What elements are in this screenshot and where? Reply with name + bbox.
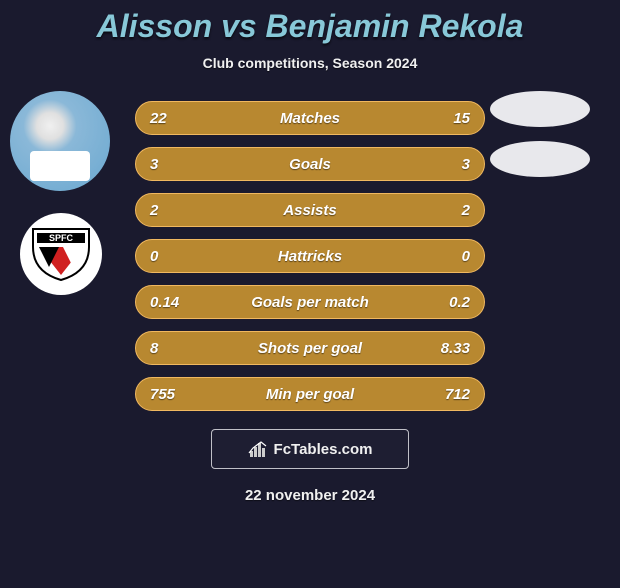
stat-right-value: 3 [410,156,470,173]
stat-right-value: 8.33 [410,340,470,357]
stat-left-value: 22 [150,110,210,127]
left-player-column: SPFC [10,91,120,295]
stat-left-value: 8 [150,340,210,357]
stat-right-value: 15 [410,110,470,127]
subtitle: Club competitions, Season 2024 [0,55,620,71]
stat-right-value: 0 [410,248,470,265]
stat-row-shots-per-goal: 8 Shots per goal 8.33 [135,331,485,365]
page-title: Alisson vs Benjamin Rekola [0,8,620,45]
stat-row-assists: 2 Assists 2 [135,193,485,227]
chart-icon [248,439,268,459]
comparison-card: Alisson vs Benjamin Rekola Club competit… [0,8,620,588]
club-badge: SPFC [20,213,102,295]
stat-left-value: 3 [150,156,210,173]
stat-rows: 22 Matches 15 3 Goals 3 2 Assists 2 0 Ha… [135,101,485,411]
brand-text: FcTables.com [274,441,373,458]
stats-area: SPFC 22 Matches 15 3 Goals 3 [0,101,620,411]
player-avatar [10,91,110,191]
stat-row-min-per-goal: 755 Min per goal 712 [135,377,485,411]
stat-right-value: 2 [410,202,470,219]
badge-text: SPFC [49,233,74,243]
stat-left-value: 2 [150,202,210,219]
stat-left-value: 0.14 [150,294,210,311]
club-badge-placeholder [490,141,590,177]
stat-row-goals: 3 Goals 3 [135,147,485,181]
stat-row-matches: 22 Matches 15 [135,101,485,135]
date-text: 22 november 2024 [0,487,620,504]
brand-box[interactable]: FcTables.com [211,429,409,469]
player-avatar-placeholder [490,91,590,127]
stat-right-value: 0.2 [410,294,470,311]
stat-row-goals-per-match: 0.14 Goals per match 0.2 [135,285,485,319]
right-player-column [490,91,600,177]
stat-row-hattricks: 0 Hattricks 0 [135,239,485,273]
stat-right-value: 712 [410,386,470,403]
stat-left-value: 0 [150,248,210,265]
shield-icon: SPFC [31,227,91,282]
stat-left-value: 755 [150,386,210,403]
